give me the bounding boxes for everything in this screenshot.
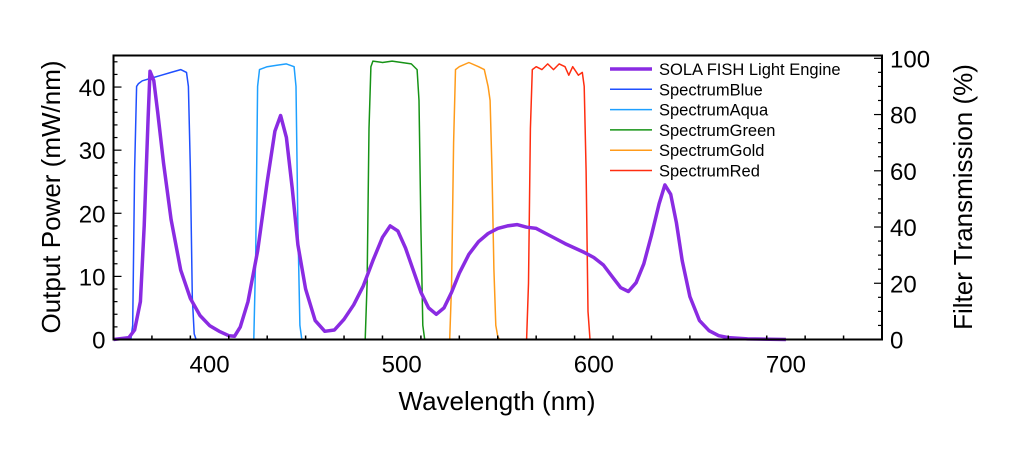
plot-curves — [113, 60, 882, 342]
y2-tick-label: 80 — [890, 103, 917, 130]
y-tick-label: 10 — [79, 264, 106, 291]
legend-label: SpectrumBlue — [659, 81, 763, 99]
series-line-spectrumgreen — [113, 60, 882, 341]
y-axis-label: Output Power (mW/nm) — [36, 60, 66, 333]
y2-tick-label: 20 — [890, 271, 917, 298]
y2-tick-label: 40 — [890, 215, 917, 242]
plot-frame — [112, 54, 883, 341]
y2-tick-label: 60 — [890, 159, 917, 186]
legend-label: SpectrumAqua — [659, 102, 769, 120]
y2-tick-label: 0 — [890, 328, 903, 355]
x-axis-label: Wavelength (nm) — [399, 386, 596, 416]
y-tick-label: 40 — [79, 75, 106, 102]
y-tick-label: 20 — [79, 201, 106, 228]
legend-label: SpectrumGreen — [659, 122, 775, 140]
y2-tick-label: 100 — [890, 46, 930, 73]
series-line-spectrumaqua — [113, 63, 882, 341]
legend-label: SpectrumRed — [659, 163, 760, 181]
legend-label: SpectrumGold — [659, 142, 764, 160]
y-tick-label: 30 — [79, 138, 106, 165]
x-tick-label: 500 — [382, 352, 422, 379]
x-tick-label: 700 — [766, 352, 806, 379]
legend-label: SOLA FISH Light Engine — [659, 61, 841, 79]
y2-axis-label: Filter Transmission (%) — [948, 64, 978, 330]
legend: SOLA FISH Light Engine SpectrumBlue Spectr… — [610, 61, 841, 181]
series-line-sola-fish-light-engine — [113, 69, 786, 342]
series-line-spectrumgold — [113, 61, 882, 341]
series-line-spectrumred — [113, 63, 882, 341]
x-tick-label: 600 — [574, 352, 614, 379]
x-tick-label: 400 — [190, 352, 230, 379]
y-tick-label: 0 — [92, 328, 105, 355]
